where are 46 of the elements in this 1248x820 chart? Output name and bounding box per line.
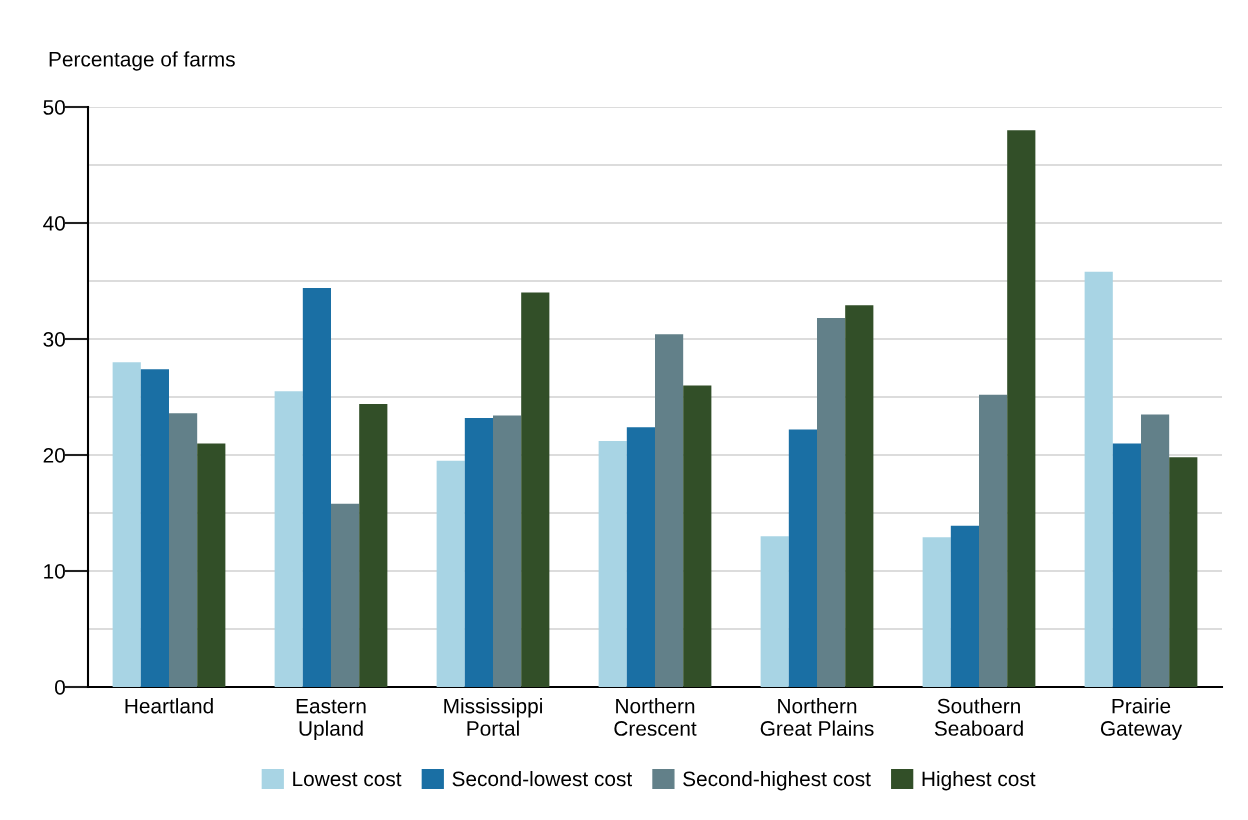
bar — [169, 413, 198, 687]
legend-label: Highest cost — [922, 770, 1036, 791]
bar — [1169, 457, 1198, 687]
bar — [683, 385, 712, 687]
legend-label: Second-lowest cost — [452, 770, 633, 787]
bar — [359, 403, 388, 687]
bar — [493, 415, 522, 687]
legend-label: Lowest cost — [293, 771, 402, 787]
bar — [1007, 130, 1036, 687]
bar — [331, 503, 360, 687]
x-tick-label: Eastern Upland — [296, 698, 366, 740]
bar — [979, 394, 1008, 687]
x-tick-label: Northern Crescent — [614, 698, 697, 736]
bar — [626, 427, 655, 687]
bar — [817, 318, 846, 687]
bar — [922, 537, 951, 687]
bar — [1141, 414, 1170, 687]
y-tick-label: 20 — [43, 448, 65, 463]
y-tick-label: 0 — [55, 680, 65, 695]
legend-label: Second-highest cost — [683, 770, 871, 791]
x-tick-label: Heartland — [125, 698, 213, 714]
bar — [760, 536, 789, 687]
x-tick-label: Prairie Gateway — [1100, 698, 1183, 740]
bar — [464, 417, 493, 687]
bar — [521, 292, 550, 687]
bar — [112, 362, 141, 687]
bar — [788, 429, 817, 687]
bar — [1084, 271, 1113, 687]
bar — [598, 441, 627, 687]
bar — [302, 287, 331, 687]
bar — [950, 525, 979, 687]
bar — [436, 460, 465, 687]
y-tick-label: 30 — [43, 332, 65, 347]
y-tick-label: 50 — [43, 100, 65, 115]
bar — [655, 334, 684, 687]
bar — [845, 305, 874, 687]
x-tick-label: Southern Seaboard — [934, 698, 1023, 736]
bar — [274, 391, 303, 687]
x-tick-label: Northern Great Plains — [760, 698, 874, 736]
bar — [140, 369, 169, 687]
y-tick-label: 40 — [43, 216, 65, 231]
x-tick-label: Mississippi Portal — [444, 698, 542, 736]
y-tick-label: 10 — [44, 564, 65, 579]
bar — [1112, 443, 1141, 687]
y-axis-title: Percentage of farms — [49, 51, 235, 71]
bar — [197, 443, 226, 687]
